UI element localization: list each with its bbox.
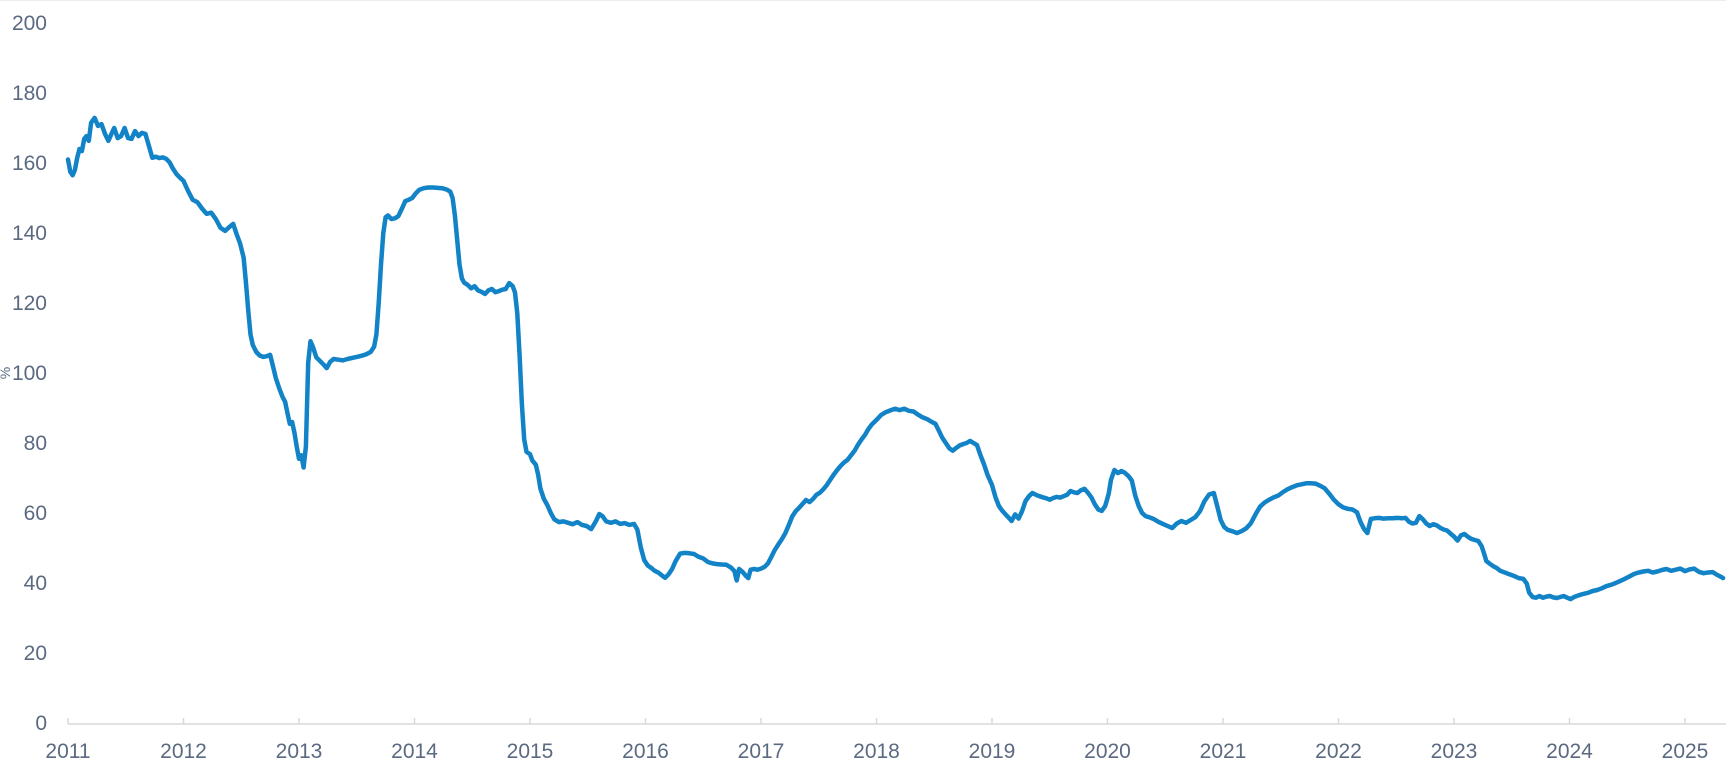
x-tick-label: 2013 <box>276 740 323 763</box>
x-tick-label: 2014 <box>391 740 438 763</box>
y-axis-title: % <box>0 365 13 381</box>
x-tick-label: 2022 <box>1315 740 1362 763</box>
y-tick-label: 100 <box>12 362 47 385</box>
x-tick-label: 2018 <box>853 740 900 763</box>
y-tick-label: 160 <box>12 152 47 175</box>
y-tick-label: 20 <box>24 642 47 665</box>
y-tick-label: 40 <box>24 572 47 595</box>
y-tick-label: 120 <box>12 292 47 315</box>
x-tick-label: 2021 <box>1200 740 1247 763</box>
x-tick-label: 2011 <box>45 740 90 763</box>
y-tick-label: 200 <box>12 12 47 35</box>
y-tick-label: 80 <box>24 432 47 455</box>
x-tick-label: 2017 <box>738 740 785 763</box>
x-tick-label: 2023 <box>1431 740 1478 763</box>
x-tick-label: 2015 <box>507 740 554 763</box>
y-tick-label: 180 <box>12 82 47 105</box>
x-tick-label: 2025 <box>1662 740 1709 763</box>
x-tick-label: 2020 <box>1084 740 1131 763</box>
data-line <box>65 115 1726 602</box>
x-tick-label: 2019 <box>969 740 1016 763</box>
y-tick-label: 0 <box>35 712 47 735</box>
x-tick-label: 2016 <box>622 740 669 763</box>
y-tick-label: 140 <box>12 222 47 245</box>
x-tick-label: 2012 <box>160 740 207 763</box>
y-tick-label: 60 <box>24 502 47 525</box>
x-tick-label: 2024 <box>1546 740 1593 763</box>
